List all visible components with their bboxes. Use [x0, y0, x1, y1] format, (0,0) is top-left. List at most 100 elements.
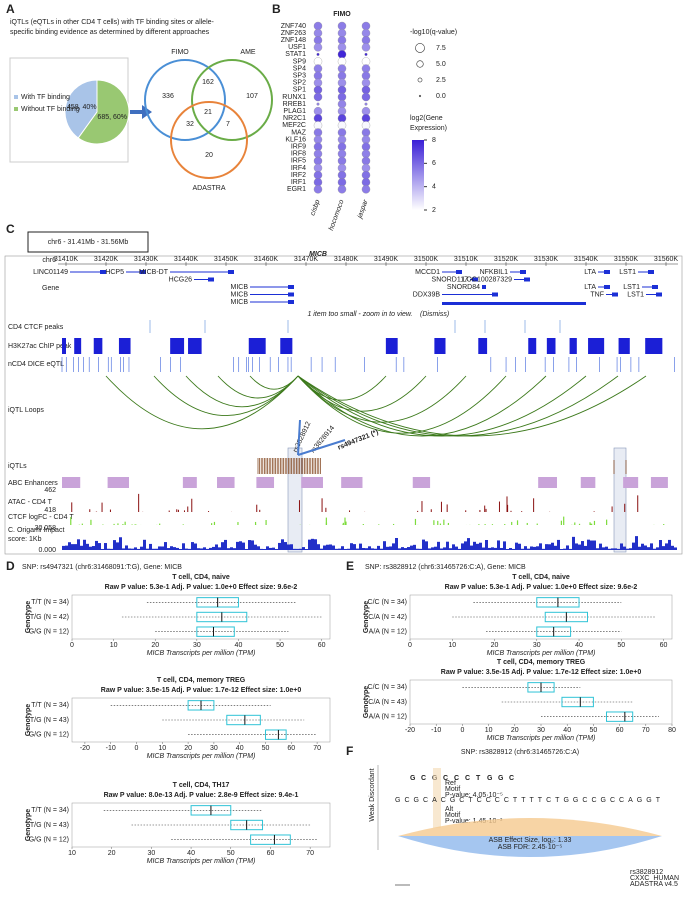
category-label: C/A (N = 42)	[368, 614, 407, 621]
dot	[313, 78, 323, 88]
origami	[578, 544, 581, 550]
origami	[215, 544, 218, 550]
origami	[284, 542, 287, 550]
dot	[361, 121, 371, 130]
x-tick-label: 60	[318, 642, 326, 649]
x-tick-label: 10	[158, 745, 166, 752]
dot	[337, 71, 347, 80]
y-label: Genotype	[363, 601, 370, 633]
venn-count: 162	[202, 79, 214, 86]
dot	[313, 149, 323, 159]
origami	[293, 548, 296, 550]
origami	[158, 546, 161, 550]
panel-label: C	[6, 222, 15, 236]
pie-label: 685, 60%	[97, 114, 127, 121]
origami	[626, 548, 629, 550]
venn-set	[191, 59, 273, 141]
origami	[350, 543, 353, 550]
dismiss[interactable]: (Dismiss)	[420, 311, 449, 318]
gene-exon	[472, 277, 478, 282]
dot	[361, 85, 371, 95]
origami	[542, 548, 545, 550]
dot	[337, 177, 347, 187]
gene-exon	[456, 270, 462, 274]
loop	[297, 375, 467, 423]
x-tick-label: -10	[431, 727, 441, 734]
row-label: IRF9	[291, 144, 306, 151]
origami	[659, 540, 662, 550]
h3k27ac-peak	[434, 338, 446, 354]
dot	[337, 170, 347, 180]
box	[606, 711, 634, 722]
origami	[476, 543, 479, 550]
track-label: iQTLs	[8, 463, 27, 470]
origami	[86, 543, 89, 550]
category-label: T/G (N = 43)	[30, 822, 69, 829]
x-tick-label: 31550K	[614, 256, 638, 263]
origami	[239, 541, 242, 550]
x-tick-label: 10	[110, 642, 118, 649]
origami	[113, 540, 116, 550]
origami	[269, 547, 272, 550]
dot	[361, 156, 371, 166]
origami	[401, 547, 404, 550]
logo-letter: C	[421, 775, 426, 782]
dot	[337, 156, 347, 166]
origami	[131, 548, 134, 550]
origami	[632, 542, 635, 550]
origami	[272, 547, 275, 550]
gene-name: SNORD84	[447, 284, 480, 291]
origami	[353, 544, 356, 550]
origami	[380, 548, 383, 550]
x-tick-label: 70	[313, 745, 321, 752]
row-label: IRF5	[291, 158, 306, 165]
origami	[140, 546, 143, 550]
box	[561, 696, 594, 708]
gene-name: LST1	[627, 291, 644, 298]
origami	[419, 548, 422, 550]
origami	[521, 548, 524, 550]
origami	[170, 546, 173, 550]
legend-swatch	[14, 95, 18, 99]
column-label: cisbp	[309, 199, 321, 217]
side-label: Weak Discordant	[369, 768, 376, 821]
abc	[301, 477, 323, 488]
y-label: Genotype	[363, 686, 370, 718]
origami	[221, 542, 224, 550]
size-key	[418, 94, 422, 98]
dot	[337, 185, 347, 194]
dot	[361, 21, 371, 31]
origami	[557, 539, 560, 550]
row-label: ZNF148	[281, 37, 306, 44]
x-tick-label: 20	[151, 642, 159, 649]
venn-label: ADASTRA	[192, 185, 225, 192]
origami	[332, 545, 335, 550]
box	[196, 626, 235, 637]
plot-frame	[409, 594, 673, 640]
dot	[337, 99, 347, 109]
alt-annotation: Motif	[445, 812, 460, 819]
gene-name: SNORD117	[432, 276, 469, 283]
legend-title: log2(Gene	[410, 115, 443, 122]
plot-stats: Raw P value: 8.0e-13 Adj. P value: 2.8e-…	[104, 792, 299, 799]
origami	[359, 543, 362, 550]
gene-exon	[100, 270, 106, 274]
origami	[260, 548, 263, 550]
category-label: A/A (N = 12)	[369, 714, 407, 721]
origami	[245, 548, 248, 550]
origami	[389, 546, 392, 550]
dot	[313, 106, 323, 116]
origami	[341, 546, 344, 550]
origami	[551, 542, 554, 550]
loop	[297, 375, 427, 412]
dot	[361, 64, 371, 73]
size-key-label: 7.5	[436, 45, 446, 52]
loop	[297, 375, 587, 437]
dot	[361, 177, 371, 187]
origami	[587, 539, 590, 550]
gene-exon	[612, 292, 618, 297]
abc	[412, 477, 431, 488]
dot	[313, 185, 323, 194]
origami	[83, 539, 86, 550]
dot	[364, 52, 368, 56]
